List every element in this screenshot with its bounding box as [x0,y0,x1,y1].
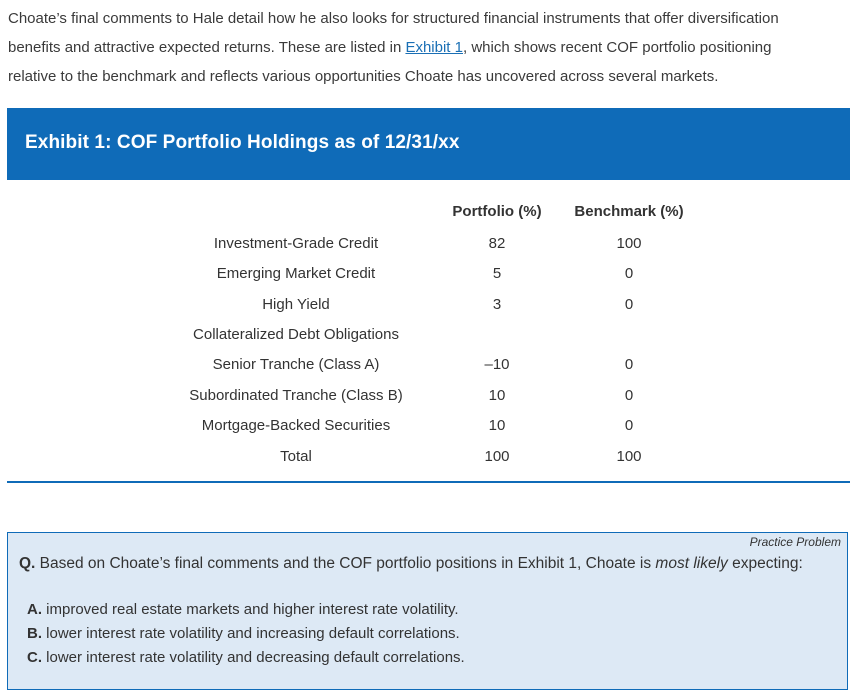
table-row: High Yield 3 0 [0,296,859,326]
intro-line-2-post: , which shows recent COF portfolio posit… [463,39,772,56]
row-label: Emerging Market Credit [216,265,376,282]
table-row: Investment-Grade Credit 82 100 [0,235,859,265]
benchmark-value: 0 [624,265,634,282]
portfolio-value: 10 [488,417,506,434]
row-label: Senior Tranche (Class A) [212,356,380,373]
question-body-pre: Based on Choate’s final comments and the… [35,555,656,572]
intro-line-3: relative to the benchmark and reflects v… [8,68,719,85]
portfolio-value: 100 [484,448,510,465]
portfolio-value: –10 [484,356,510,373]
question-prefix: Q. [19,555,36,572]
portfolio-value: 82 [488,235,506,252]
table-row: Emerging Market Credit 5 0 [0,265,859,295]
benchmark-value: 0 [624,356,634,373]
practice-problem-tag: Practice Problem [749,535,841,549]
benchmark-value: 100 [616,235,642,252]
table-row: Collateralized Debt Obligations [0,326,859,356]
option-text: lower interest rate volatility and decre… [42,649,465,666]
benchmark-value: 0 [624,387,634,404]
table-row: Subordinated Tranche (Class B) 10 0 [0,387,859,417]
portfolio-value: 3 [492,296,502,313]
table-row: Total 100 100 [0,448,859,478]
table-row: Mortgage-Backed Securities 10 0 [0,417,859,447]
table-bottom-rule [7,481,850,483]
option-letter: C. [27,649,42,666]
column-header-portfolio: Portfolio (%) [452,203,542,220]
table-row: Senior Tranche (Class A) –10 0 [0,356,859,386]
intro-paragraph: Choate’s final comments to Hale detail h… [8,4,843,91]
question-body-post: expecting: [727,555,803,572]
practice-problem-box: Practice Problem Q. Based on Choate’s fi… [7,532,848,690]
answer-option-b[interactable]: B. lower interest rate volatility and in… [27,625,460,642]
exhibit-1-link[interactable]: Exhibit 1 [405,39,463,56]
option-text: lower interest rate volatility and incre… [42,625,460,642]
row-label: Total [280,448,312,465]
portfolio-value: 10 [488,387,506,404]
row-label: Collateralized Debt Obligations [193,326,399,343]
exhibit-header: Exhibit 1: COF Portfolio Holdings as of … [7,108,850,180]
benchmark-value: 0 [624,417,634,434]
question-emphasis: most likely [655,555,728,572]
option-letter: A. [27,601,42,618]
row-label: High Yield [262,296,330,313]
benchmark-value: 0 [624,296,634,313]
row-label: Subordinated Tranche (Class B) [189,387,403,404]
option-text: improved real estate markets and higher … [42,601,459,618]
intro-line-2-pre: benefits and attractive expected returns… [8,39,406,56]
portfolio-value: 5 [492,265,502,282]
column-header-benchmark: Benchmark (%) [574,203,684,220]
question-text: Q. Based on Choate’s final comments and … [19,555,839,573]
option-letter: B. [27,625,42,642]
answer-option-a[interactable]: A. improved real estate markets and high… [27,601,459,618]
answer-option-c[interactable]: C. lower interest rate volatility and de… [27,649,465,666]
row-label: Investment-Grade Credit [213,235,379,252]
intro-line-1: Choate’s final comments to Hale detail h… [8,10,779,27]
exhibit-title: Exhibit 1: COF Portfolio Holdings as of … [25,132,460,153]
benchmark-value: 100 [616,448,642,465]
intro-line-2: benefits and attractive expected returns… [8,33,843,62]
row-label: Mortgage-Backed Securities [201,417,391,434]
